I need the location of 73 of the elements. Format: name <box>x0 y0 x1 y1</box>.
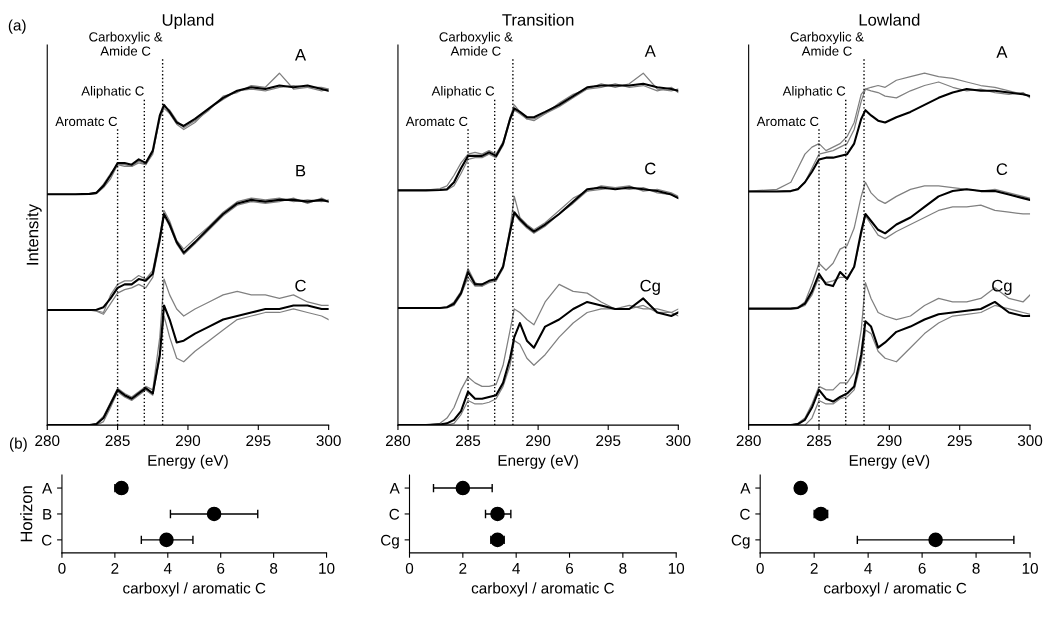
x-tick-label: 300 <box>1017 435 1043 447</box>
x-tick-label: 8 <box>270 562 278 574</box>
x-tick-label: 0 <box>405 562 414 574</box>
x-tick-label: 10 <box>1022 562 1038 574</box>
annotation: C <box>295 279 306 292</box>
y-tick-label: Cg <box>381 534 399 549</box>
x-tick-label: 285 <box>105 435 130 447</box>
x-tick-label: 295 <box>596 435 621 447</box>
x-axis-title: Energy (eV) <box>849 454 930 469</box>
x-tick-label: 6 <box>566 562 574 574</box>
x-tick-label: 4 <box>163 563 172 574</box>
y-tick-label: C <box>740 508 750 520</box>
ref-line-label: Carboxylic & Amide C <box>89 31 163 56</box>
x-tick-label: 4 <box>512 563 520 574</box>
x-tick-label: 8 <box>972 562 980 574</box>
x-tick-label: 0 <box>756 562 764 574</box>
ref-line-label: Aliphatic C <box>431 85 495 99</box>
x-tick-label: 290 <box>526 435 551 447</box>
chart-title: Upland <box>162 13 214 30</box>
x-tick-label: 300 <box>316 435 341 447</box>
chart-title: Lowland <box>859 13 920 26</box>
text: A <box>996 46 1008 58</box>
y-tick-label: A <box>389 483 400 494</box>
x-tick-label: 2 <box>810 562 818 574</box>
chart-title: Transition <box>502 13 574 26</box>
y-tick-label: Cg <box>731 534 750 549</box>
text: (b) <box>9 437 27 452</box>
x-tick-label: 300 <box>666 435 691 447</box>
ref-line-label: Aliphatic C <box>81 85 144 99</box>
x-tick-label: 295 <box>246 435 271 447</box>
y-tick-label: C <box>41 534 52 546</box>
x-tick-label: 10 <box>319 562 335 574</box>
y-axis-title: Horizon <box>20 486 33 542</box>
x-tick-label: 280 <box>736 435 761 447</box>
ref-line-label: Aromatc C <box>756 116 819 127</box>
x-tick-label: 285 <box>456 435 481 447</box>
y-tick-label: C <box>389 508 400 520</box>
x-tick-label: 2 <box>459 562 467 574</box>
x-tick-label: 295 <box>947 435 972 447</box>
y-tick-label: A <box>42 483 53 494</box>
annotation: C <box>645 162 656 175</box>
text: A <box>294 49 307 61</box>
x-tick-label: 280 <box>35 435 60 447</box>
x-axis-title: carboxyl / aromatic C <box>123 582 266 597</box>
y-axis-title: Intensity <box>26 204 42 265</box>
y-tick-label: A <box>740 483 751 494</box>
annotation: Cg <box>992 279 1012 295</box>
x-tick-label: 6 <box>217 562 225 574</box>
text: A <box>644 45 656 57</box>
ref-line-label: Aromatc C <box>55 116 118 127</box>
x-tick-label: 6 <box>918 562 926 574</box>
annotation: B <box>296 164 306 177</box>
x-tick-label: 285 <box>807 435 832 447</box>
x-axis-title: carboxyl / aromatic C <box>471 582 615 597</box>
x-tick-label: 4 <box>864 563 872 574</box>
x-axis-title: Energy (eV) <box>148 454 228 469</box>
ref-line-label: Aliphatic C <box>782 85 846 99</box>
x-axis-title: Energy (eV) <box>498 454 578 469</box>
x-tick-label: 280 <box>385 435 411 447</box>
text: (a) <box>8 19 26 34</box>
ref-line-label: Carboxylic & Amide C <box>790 31 864 56</box>
ref-line-label: Aromatc C <box>405 116 468 127</box>
ref-line-label: Carboxylic & Amide C <box>439 31 513 56</box>
x-tick-label: 290 <box>877 435 902 447</box>
x-tick-label: 10 <box>668 562 685 574</box>
x-tick-label: 8 <box>619 562 627 574</box>
x-tick-label: 2 <box>111 562 119 574</box>
y-tick-label: B <box>43 508 52 520</box>
annotation: Cg <box>640 279 660 295</box>
x-tick-label: 290 <box>175 435 201 447</box>
x-tick-label: 0 <box>58 562 66 574</box>
x-axis-title: carboxyl / aromatic C <box>824 582 967 597</box>
annotation: C <box>996 163 1008 176</box>
